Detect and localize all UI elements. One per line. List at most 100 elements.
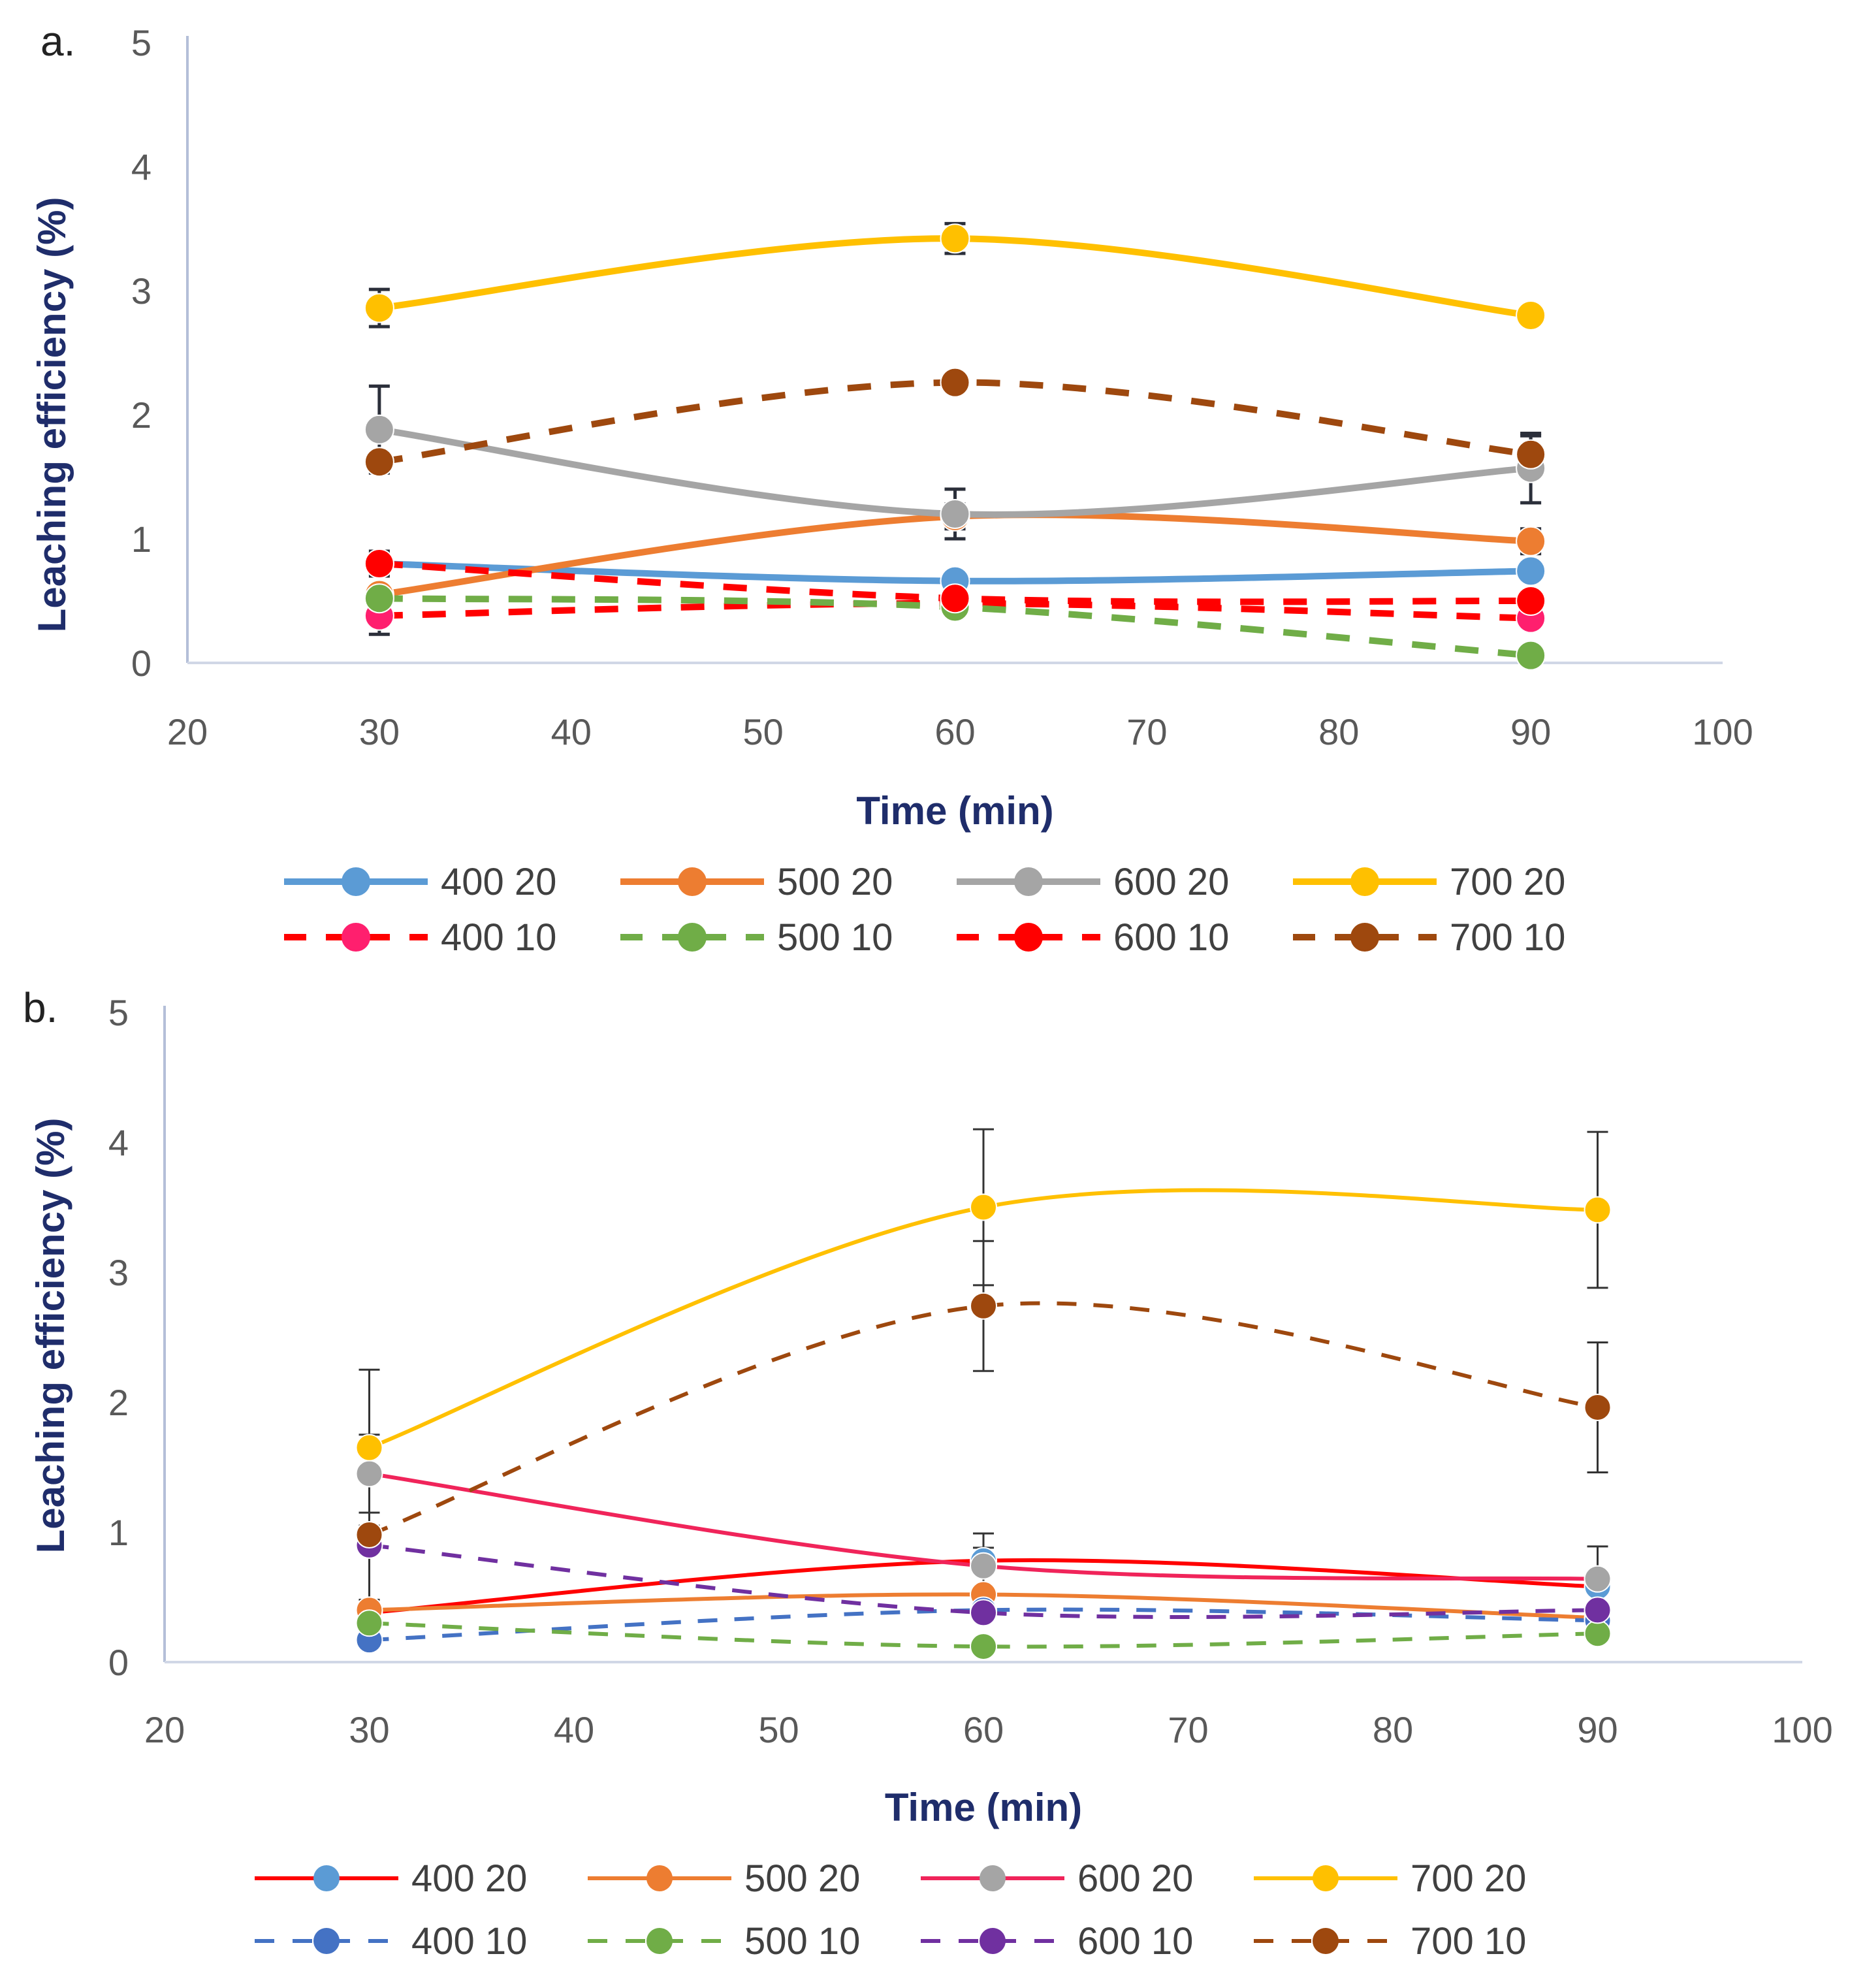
data-point (1516, 586, 1546, 616)
legend-label: 500 20 (777, 861, 893, 903)
y-tick-label: 1 (108, 1512, 129, 1553)
data-point (364, 447, 394, 477)
legend-entry: 600 20 (957, 861, 1229, 903)
x-tick-label: 40 (554, 1709, 594, 1750)
y-tick-label: 5 (131, 22, 151, 63)
legend-label: 500 10 (777, 916, 893, 959)
data-point (1584, 1196, 1612, 1224)
data-point (1516, 640, 1546, 671)
x-axis-title: Time (min) (856, 789, 1053, 833)
legend-entry: 700 10 (1293, 916, 1565, 959)
legend-label: 700 20 (1411, 1857, 1526, 1900)
x-tick-label: 20 (167, 711, 208, 752)
x-tick-label: 60 (963, 1709, 1004, 1750)
x-axis-title: Time (min) (885, 1786, 1082, 1829)
legend-marker (646, 1865, 673, 1891)
data-point (364, 583, 394, 614)
data-point (355, 1520, 383, 1548)
x-tick-label: 30 (349, 1709, 389, 1750)
data-point (970, 1633, 997, 1661)
data-point (1584, 1565, 1612, 1593)
data-point (364, 414, 394, 445)
data-point (355, 1460, 383, 1488)
legend-entry: 400 20 (284, 861, 556, 903)
chart-b: b. 0 1 2 3 4 5 20 30 40 50 60 70 80 90 100 Time (min) Lea… (23, 984, 1833, 1963)
x-tick-label: 70 (1168, 1709, 1208, 1750)
legend-entry: 600 10 (957, 916, 1229, 959)
legend-entry: 600 10 (921, 1920, 1193, 1963)
x-tick-label: 20 (144, 1709, 185, 1750)
y-tick-label: 1 (131, 519, 151, 560)
legend-marker (646, 1928, 673, 1954)
data-point (970, 1292, 997, 1320)
x-tick-label: 60 (934, 711, 975, 752)
legend-label: 500 10 (744, 1920, 860, 1963)
legend-marker (1313, 1928, 1339, 1954)
y-tick-label: 2 (131, 394, 151, 436)
legend-label: 700 10 (1450, 916, 1565, 959)
legend-entry: 700 10 (1254, 1920, 1526, 1963)
data-point (940, 499, 970, 529)
legend-entry: 500 10 (588, 1920, 860, 1963)
legend-entry: 600 20 (921, 1857, 1193, 1900)
legend-label: 600 10 (1077, 1920, 1193, 1963)
data-point (1516, 300, 1546, 330)
y-tick-label: 2 (108, 1382, 129, 1423)
data-point (970, 1552, 997, 1580)
legend-entry: 700 20 (1254, 1857, 1526, 1900)
legend-marker (1014, 867, 1043, 896)
data-point (1516, 556, 1546, 586)
legend-marker (342, 923, 370, 952)
x-tick-label: 90 (1510, 711, 1551, 752)
legend-entry: 400 20 (255, 1857, 527, 1900)
chart-a: a. 0 1 2 3 4 5 20 30 40 50 60 70 80 90 100 Time (min) Lea… (30, 18, 1753, 959)
legend-entry: 400 10 (284, 916, 556, 959)
y-tick-label: 3 (131, 270, 151, 312)
x-tick-label: 30 (359, 711, 400, 752)
legend-label: 400 20 (441, 861, 556, 903)
legend-label: 400 10 (441, 916, 556, 959)
legend-marker (313, 1928, 340, 1954)
legend-marker (1350, 923, 1379, 952)
series-line (369, 1543, 1598, 1619)
panel-label: b. (23, 984, 57, 1031)
legend-entry: 500 20 (620, 861, 893, 903)
legend-label: 400 10 (411, 1920, 527, 1963)
data-point (1516, 439, 1546, 470)
legend-marker (678, 867, 707, 896)
legend-marker (1014, 923, 1043, 952)
x-tick-label: 80 (1373, 1709, 1413, 1750)
legend-label: 400 20 (411, 1857, 527, 1900)
x-tick-label: 100 (1772, 1709, 1832, 1750)
legend-marker (980, 1865, 1006, 1891)
data-point (1584, 1620, 1612, 1648)
y-axis-title: Leaching efficiency (%) (29, 1118, 72, 1554)
data-point (970, 1599, 997, 1627)
legend-marker (313, 1865, 340, 1891)
y-tick-label: 4 (108, 1122, 129, 1163)
data-point (1584, 1596, 1612, 1624)
data-point (1584, 1393, 1612, 1421)
legend-marker (342, 867, 370, 896)
panel-label: a. (40, 18, 75, 65)
data-point (355, 1434, 383, 1462)
legend-marker (980, 1928, 1006, 1954)
data-point (970, 1193, 997, 1221)
x-tick-label: 90 (1577, 1709, 1618, 1750)
legend-label: 700 20 (1450, 861, 1565, 903)
data-point (364, 293, 394, 323)
x-tick-label: 70 (1126, 711, 1167, 752)
data-point (364, 549, 394, 579)
legend-label: 600 10 (1113, 916, 1229, 959)
y-tick-label: 3 (108, 1252, 129, 1293)
legend-label: 600 20 (1113, 861, 1229, 903)
legend-marker (678, 923, 707, 952)
x-tick-label: 80 (1318, 711, 1359, 752)
data-point (940, 367, 970, 398)
x-tick-label: 100 (1692, 711, 1753, 752)
legend-entry: 500 20 (588, 1857, 860, 1900)
series-line (369, 1621, 1598, 1649)
x-tick-label: 40 (551, 711, 592, 752)
y-tick-label: 0 (131, 643, 151, 684)
